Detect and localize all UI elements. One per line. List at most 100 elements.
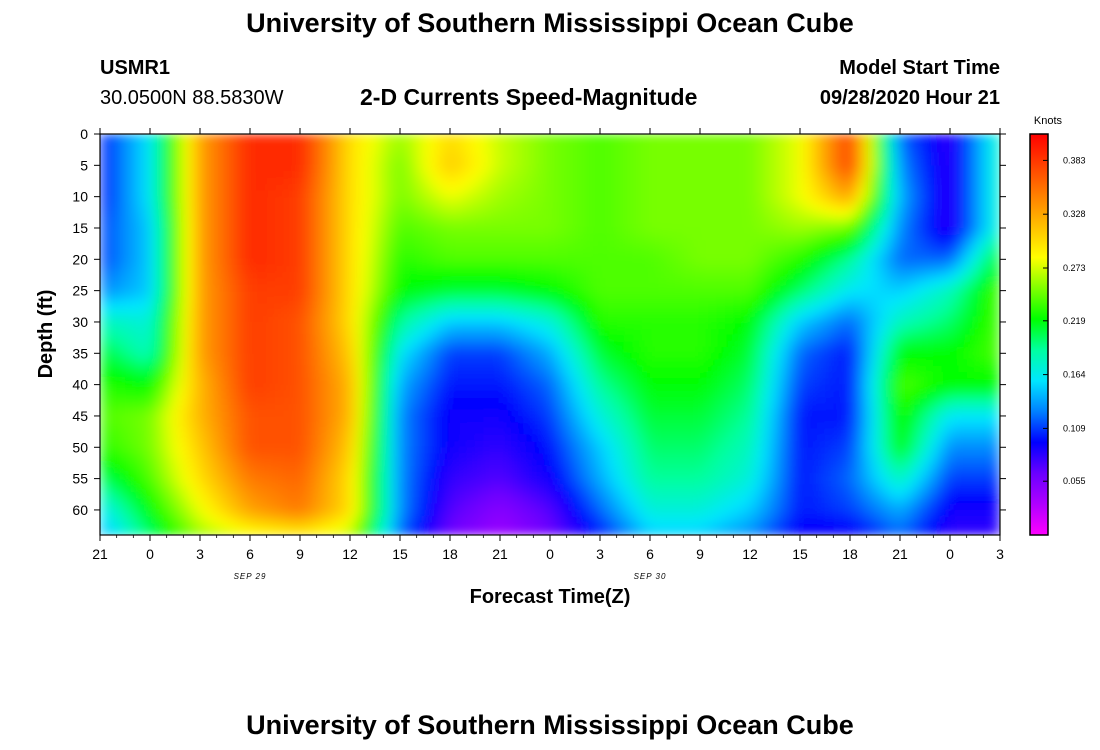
- heatmap-cell: [491, 159, 501, 166]
- heatmap-cell: [691, 384, 701, 392]
- heatmap-cell: [350, 365, 359, 373]
- heatmap-cell: [791, 146, 801, 154]
- heatmap-cell: [283, 134, 293, 141]
- heatmap-cell: [816, 359, 826, 367]
- heatmap-cell: [533, 384, 543, 392]
- heatmap-cell: [716, 215, 726, 223]
- heatmap-cell: [791, 202, 801, 210]
- heatmap-cell: [950, 290, 959, 298]
- heatmap-cell: [125, 309, 134, 317]
- heatmap-cell: [233, 240, 243, 248]
- heatmap-cell: [791, 196, 801, 204]
- heatmap-cell: [175, 340, 184, 348]
- heatmap-cell: [891, 403, 901, 411]
- heatmap-cell: [608, 334, 618, 342]
- heatmap-cell: [700, 265, 709, 273]
- heatmap-cell: [141, 303, 151, 311]
- heatmap-cell: [625, 209, 634, 217]
- heatmap-cell: [283, 240, 293, 248]
- heatmap-cell: [358, 259, 368, 267]
- heatmap-cell: [191, 221, 201, 229]
- heatmap-cell: [566, 278, 576, 285]
- heatmap-cell: [841, 202, 851, 210]
- heatmap-cell: [258, 372, 268, 379]
- heatmap-cell: [650, 353, 659, 361]
- heatmap-cell: [833, 146, 843, 154]
- heatmap-cell: [600, 384, 609, 392]
- heatmap-cell: [150, 140, 159, 148]
- heatmap-cell: [416, 340, 426, 348]
- heatmap-cell: [100, 152, 109, 160]
- heatmap-cell: [400, 177, 409, 185]
- heatmap-cell: [758, 259, 768, 267]
- heatmap-cell: [775, 315, 784, 323]
- heatmap-cell: [991, 340, 1000, 348]
- heatmap-cell: [233, 378, 243, 386]
- heatmap-cell: [916, 202, 926, 210]
- heatmap-cell: [358, 265, 368, 273]
- heatmap-cell: [416, 177, 426, 185]
- heatmap-cell: [233, 221, 243, 229]
- heatmap-cell: [725, 303, 734, 311]
- heatmap-cell: [425, 152, 434, 160]
- heatmap-cell: [216, 159, 226, 166]
- heatmap-cell: [166, 253, 176, 260]
- heatmap-cell: [716, 303, 726, 311]
- heatmap-cell: [700, 309, 709, 317]
- heatmap-cell: [391, 134, 401, 141]
- heatmap-cell: [875, 202, 884, 210]
- heatmap-cell: [816, 321, 826, 329]
- heatmap-cell: [225, 271, 234, 279]
- heatmap-cell: [333, 134, 343, 141]
- heatmap-cell: [475, 177, 484, 185]
- heatmap-cell: [575, 234, 584, 242]
- heatmap-cell: [100, 347, 109, 354]
- heatmap-cell: [150, 159, 159, 166]
- heatmap-cell: [375, 140, 384, 148]
- heatmap-cell: [266, 271, 276, 279]
- heatmap-cell: [758, 347, 768, 354]
- heatmap-cell: [108, 165, 118, 173]
- heatmap-cell: [841, 159, 851, 166]
- heatmap-cell: [350, 234, 359, 242]
- heatmap-cell: [191, 165, 201, 173]
- heatmap-cell: [833, 378, 843, 386]
- heatmap-cell: [841, 328, 851, 336]
- heatmap-cell: [850, 246, 859, 254]
- heatmap-cell: [316, 397, 326, 405]
- heatmap-cell: [266, 340, 276, 348]
- heatmap-cell: [300, 177, 309, 185]
- heatmap-cell: [825, 159, 834, 166]
- heatmap-cell: [266, 240, 276, 248]
- heatmap-cell: [866, 340, 876, 348]
- heatmap-cell: [483, 378, 493, 386]
- heatmap-cell: [358, 215, 368, 223]
- heatmap-cell: [875, 134, 884, 141]
- heatmap-cell: [383, 140, 393, 148]
- heatmap-cell: [258, 159, 268, 166]
- heatmap-cell: [283, 284, 293, 292]
- heatmap-cell: [316, 165, 326, 173]
- heatmap-cell: [391, 246, 401, 254]
- heatmap-cell: [850, 177, 859, 185]
- heatmap-cell: [558, 140, 568, 148]
- heatmap-cell: [358, 253, 368, 260]
- heatmap-cell: [816, 253, 826, 260]
- heatmap-cell: [200, 278, 209, 285]
- heatmap-cell: [908, 215, 918, 223]
- heatmap-cell: [733, 134, 743, 141]
- heatmap-cell: [141, 278, 151, 285]
- heatmap-cell: [208, 359, 218, 367]
- heatmap-cell: [441, 303, 451, 311]
- heatmap-cell: [650, 171, 659, 179]
- heatmap-cell: [800, 165, 809, 173]
- heatmap-cell: [950, 265, 959, 273]
- heatmap-cell: [708, 303, 718, 311]
- heatmap-cell: [516, 240, 526, 248]
- heatmap-cell: [983, 347, 993, 354]
- heatmap-cell: [875, 146, 884, 154]
- heatmap-cell: [141, 221, 151, 229]
- heatmap-cell: [983, 340, 993, 348]
- heatmap-cell: [541, 390, 551, 398]
- heatmap-cell: [775, 284, 784, 292]
